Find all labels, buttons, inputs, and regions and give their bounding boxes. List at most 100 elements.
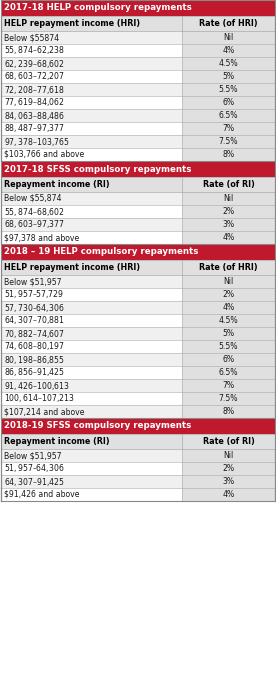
- Text: 2017-18 HELP compulsory repayments: 2017-18 HELP compulsory repayments: [4, 3, 192, 12]
- Bar: [182, 353, 275, 366]
- Text: 2018-19 SFSS compulsory repayments: 2018-19 SFSS compulsory repayments: [4, 422, 191, 431]
- Bar: [182, 475, 275, 488]
- Text: 6.5%: 6.5%: [219, 368, 238, 377]
- Text: HELP repayment income (HRI): HELP repayment income (HRI): [4, 263, 140, 272]
- Text: 4.5%: 4.5%: [219, 316, 238, 325]
- Bar: [1, 405, 182, 418]
- Bar: [182, 314, 275, 327]
- Bar: [1, 177, 182, 192]
- Text: $77,619 – $84,062: $77,619 – $84,062: [4, 96, 65, 109]
- Bar: [1, 475, 182, 488]
- Text: Repayment income (RI): Repayment income (RI): [4, 180, 110, 189]
- Text: Rate (of HRI): Rate (of HRI): [199, 19, 258, 28]
- Bar: [182, 379, 275, 392]
- Text: 5%: 5%: [222, 72, 235, 81]
- Text: 7.5%: 7.5%: [219, 394, 238, 403]
- Text: Below $51,957: Below $51,957: [4, 451, 62, 460]
- Bar: [1, 488, 182, 501]
- Text: Below $55,874: Below $55,874: [4, 194, 62, 203]
- Bar: [1, 109, 182, 122]
- Text: HELP repayment income (HRI): HELP repayment income (HRI): [4, 19, 140, 28]
- Text: 6%: 6%: [222, 98, 235, 107]
- Text: $55,874 – $68,602: $55,874 – $68,602: [4, 205, 65, 218]
- Text: $97,378 and above: $97,378 and above: [4, 233, 79, 242]
- Bar: [1, 44, 182, 57]
- Text: $74,608 – $80,197: $74,608 – $80,197: [4, 341, 65, 352]
- Bar: [182, 122, 275, 135]
- Bar: [1, 244, 275, 260]
- Text: 7%: 7%: [222, 381, 235, 390]
- Bar: [1, 96, 182, 109]
- Text: 2%: 2%: [222, 207, 235, 216]
- Bar: [1, 462, 182, 475]
- Bar: [1, 135, 182, 148]
- Bar: [1, 161, 275, 177]
- Bar: [1, 260, 182, 275]
- Text: 2%: 2%: [222, 464, 235, 473]
- Text: $91,426 and above: $91,426 and above: [4, 490, 79, 499]
- Text: $68,603 – $72,207: $68,603 – $72,207: [4, 71, 65, 82]
- Text: $100,614 – $107,213: $100,614 – $107,213: [4, 392, 75, 405]
- Bar: [1, 57, 182, 70]
- Bar: [182, 327, 275, 340]
- Bar: [1, 449, 182, 462]
- Text: 4%: 4%: [222, 233, 235, 242]
- Bar: [1, 122, 182, 135]
- Bar: [182, 177, 275, 192]
- Text: 8%: 8%: [222, 407, 235, 416]
- Text: 4%: 4%: [222, 490, 235, 499]
- Text: Rate (of HRI): Rate (of HRI): [199, 263, 258, 272]
- Bar: [182, 109, 275, 122]
- Bar: [182, 260, 275, 275]
- Bar: [182, 83, 275, 96]
- Bar: [1, 301, 182, 314]
- Bar: [182, 148, 275, 161]
- Bar: [1, 340, 182, 353]
- Bar: [182, 96, 275, 109]
- Text: 5.5%: 5.5%: [219, 342, 238, 351]
- Text: 4%: 4%: [222, 303, 235, 312]
- Bar: [182, 434, 275, 449]
- Text: 7%: 7%: [222, 124, 235, 133]
- Bar: [1, 218, 182, 231]
- Text: $51,957 – $64,306: $51,957 – $64,306: [4, 462, 64, 475]
- Text: 8%: 8%: [222, 150, 235, 159]
- Bar: [182, 301, 275, 314]
- Bar: [1, 205, 182, 218]
- Text: 3%: 3%: [222, 220, 235, 229]
- Text: 4.5%: 4.5%: [219, 59, 238, 68]
- Bar: [182, 405, 275, 418]
- Bar: [1, 418, 275, 434]
- Bar: [182, 16, 275, 31]
- Text: Below $55874: Below $55874: [4, 33, 59, 42]
- Text: $51,957 – $57,729: $51,957 – $57,729: [4, 289, 64, 300]
- Text: $88,487 – $97,377: $88,487 – $97,377: [4, 122, 65, 135]
- Text: $70,882 – $74,607: $70,882 – $74,607: [4, 328, 65, 339]
- Text: $55,874 – $62,238: $55,874 – $62,238: [4, 45, 65, 56]
- Text: $57,730 – $64,306: $57,730 – $64,306: [4, 302, 64, 313]
- Text: $62,239 – $68,602: $62,239 – $68,602: [4, 58, 65, 69]
- Text: 6.5%: 6.5%: [219, 111, 238, 120]
- Text: $64,307 – $70,881: $64,307 – $70,881: [4, 315, 65, 326]
- Text: $80,198 – $86,855: $80,198 – $86,855: [4, 354, 65, 365]
- Bar: [182, 192, 275, 205]
- Text: Nil: Nil: [223, 451, 233, 460]
- Bar: [1, 0, 275, 16]
- Text: Nil: Nil: [223, 194, 233, 203]
- Bar: [182, 366, 275, 379]
- Bar: [1, 314, 182, 327]
- Text: $64,307 – $91,425: $64,307 – $91,425: [4, 475, 65, 488]
- Text: $97,378 – $103,765: $97,378 – $103,765: [4, 135, 70, 148]
- Bar: [182, 275, 275, 288]
- Bar: [1, 83, 182, 96]
- Bar: [182, 340, 275, 353]
- Bar: [1, 392, 182, 405]
- Text: 6%: 6%: [222, 355, 235, 364]
- Bar: [1, 288, 182, 301]
- Text: 2%: 2%: [222, 290, 235, 299]
- Text: $91,426 – $100,613: $91,426 – $100,613: [4, 379, 70, 392]
- Text: 2017-18 SFSS compulsory repayments: 2017-18 SFSS compulsory repayments: [4, 164, 191, 174]
- Text: $84,063 – $88,486: $84,063 – $88,486: [4, 109, 65, 122]
- Text: Rate (of RI): Rate (of RI): [203, 180, 254, 189]
- Text: Rate (of RI): Rate (of RI): [203, 437, 254, 446]
